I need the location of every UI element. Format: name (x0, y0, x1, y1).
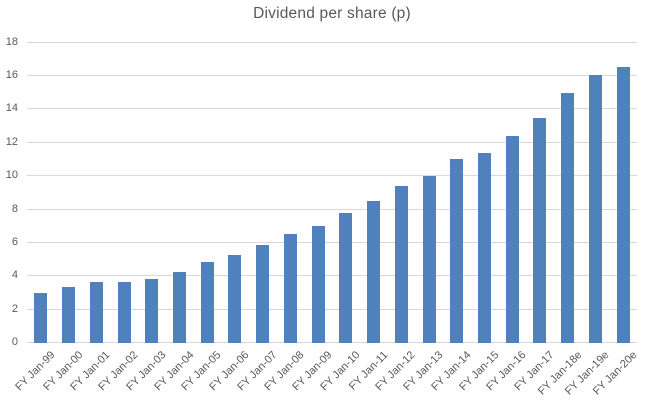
bar (34, 292, 48, 343)
y-axis-tick-label: 0 (11, 336, 18, 349)
gridline (27, 308, 637, 310)
y-axis-tick-label: 14 (5, 102, 18, 115)
bar (117, 282, 131, 343)
bar (89, 282, 103, 343)
y-axis-tick-label: 4 (11, 269, 18, 282)
gridline (27, 108, 637, 110)
bar (62, 287, 76, 343)
bar (616, 67, 630, 343)
y-axis-tick-label: 2 (11, 302, 18, 315)
bar (145, 279, 159, 343)
gridline (27, 208, 637, 210)
gridline (27, 141, 637, 143)
bar (367, 200, 381, 343)
bar (228, 254, 242, 343)
y-axis-tick-label: 18 (5, 35, 18, 48)
y-axis-tick-label: 16 (5, 68, 18, 81)
y-axis-tick-label: 12 (5, 135, 18, 148)
bar (561, 92, 575, 343)
bar (505, 135, 519, 343)
gridline (27, 275, 637, 277)
bar (533, 117, 547, 343)
bar (339, 213, 353, 343)
x-axis-line (27, 342, 637, 344)
bar (311, 225, 325, 343)
y-axis-tick-label: 6 (11, 235, 18, 248)
bar (283, 234, 297, 343)
y-axis-tick-label: 10 (5, 169, 18, 182)
gridline (27, 41, 637, 43)
y-axis-tick-label: 8 (11, 202, 18, 215)
bar (173, 271, 186, 343)
bar (478, 153, 491, 343)
chart-title: Dividend per share (p) (253, 5, 411, 22)
bar (450, 158, 464, 343)
gridline (27, 175, 637, 177)
bar (422, 175, 436, 343)
bar (588, 75, 602, 343)
gridline (27, 241, 637, 243)
bar (256, 244, 270, 343)
bar (200, 262, 214, 343)
gridline (27, 74, 637, 76)
bar (394, 186, 408, 343)
